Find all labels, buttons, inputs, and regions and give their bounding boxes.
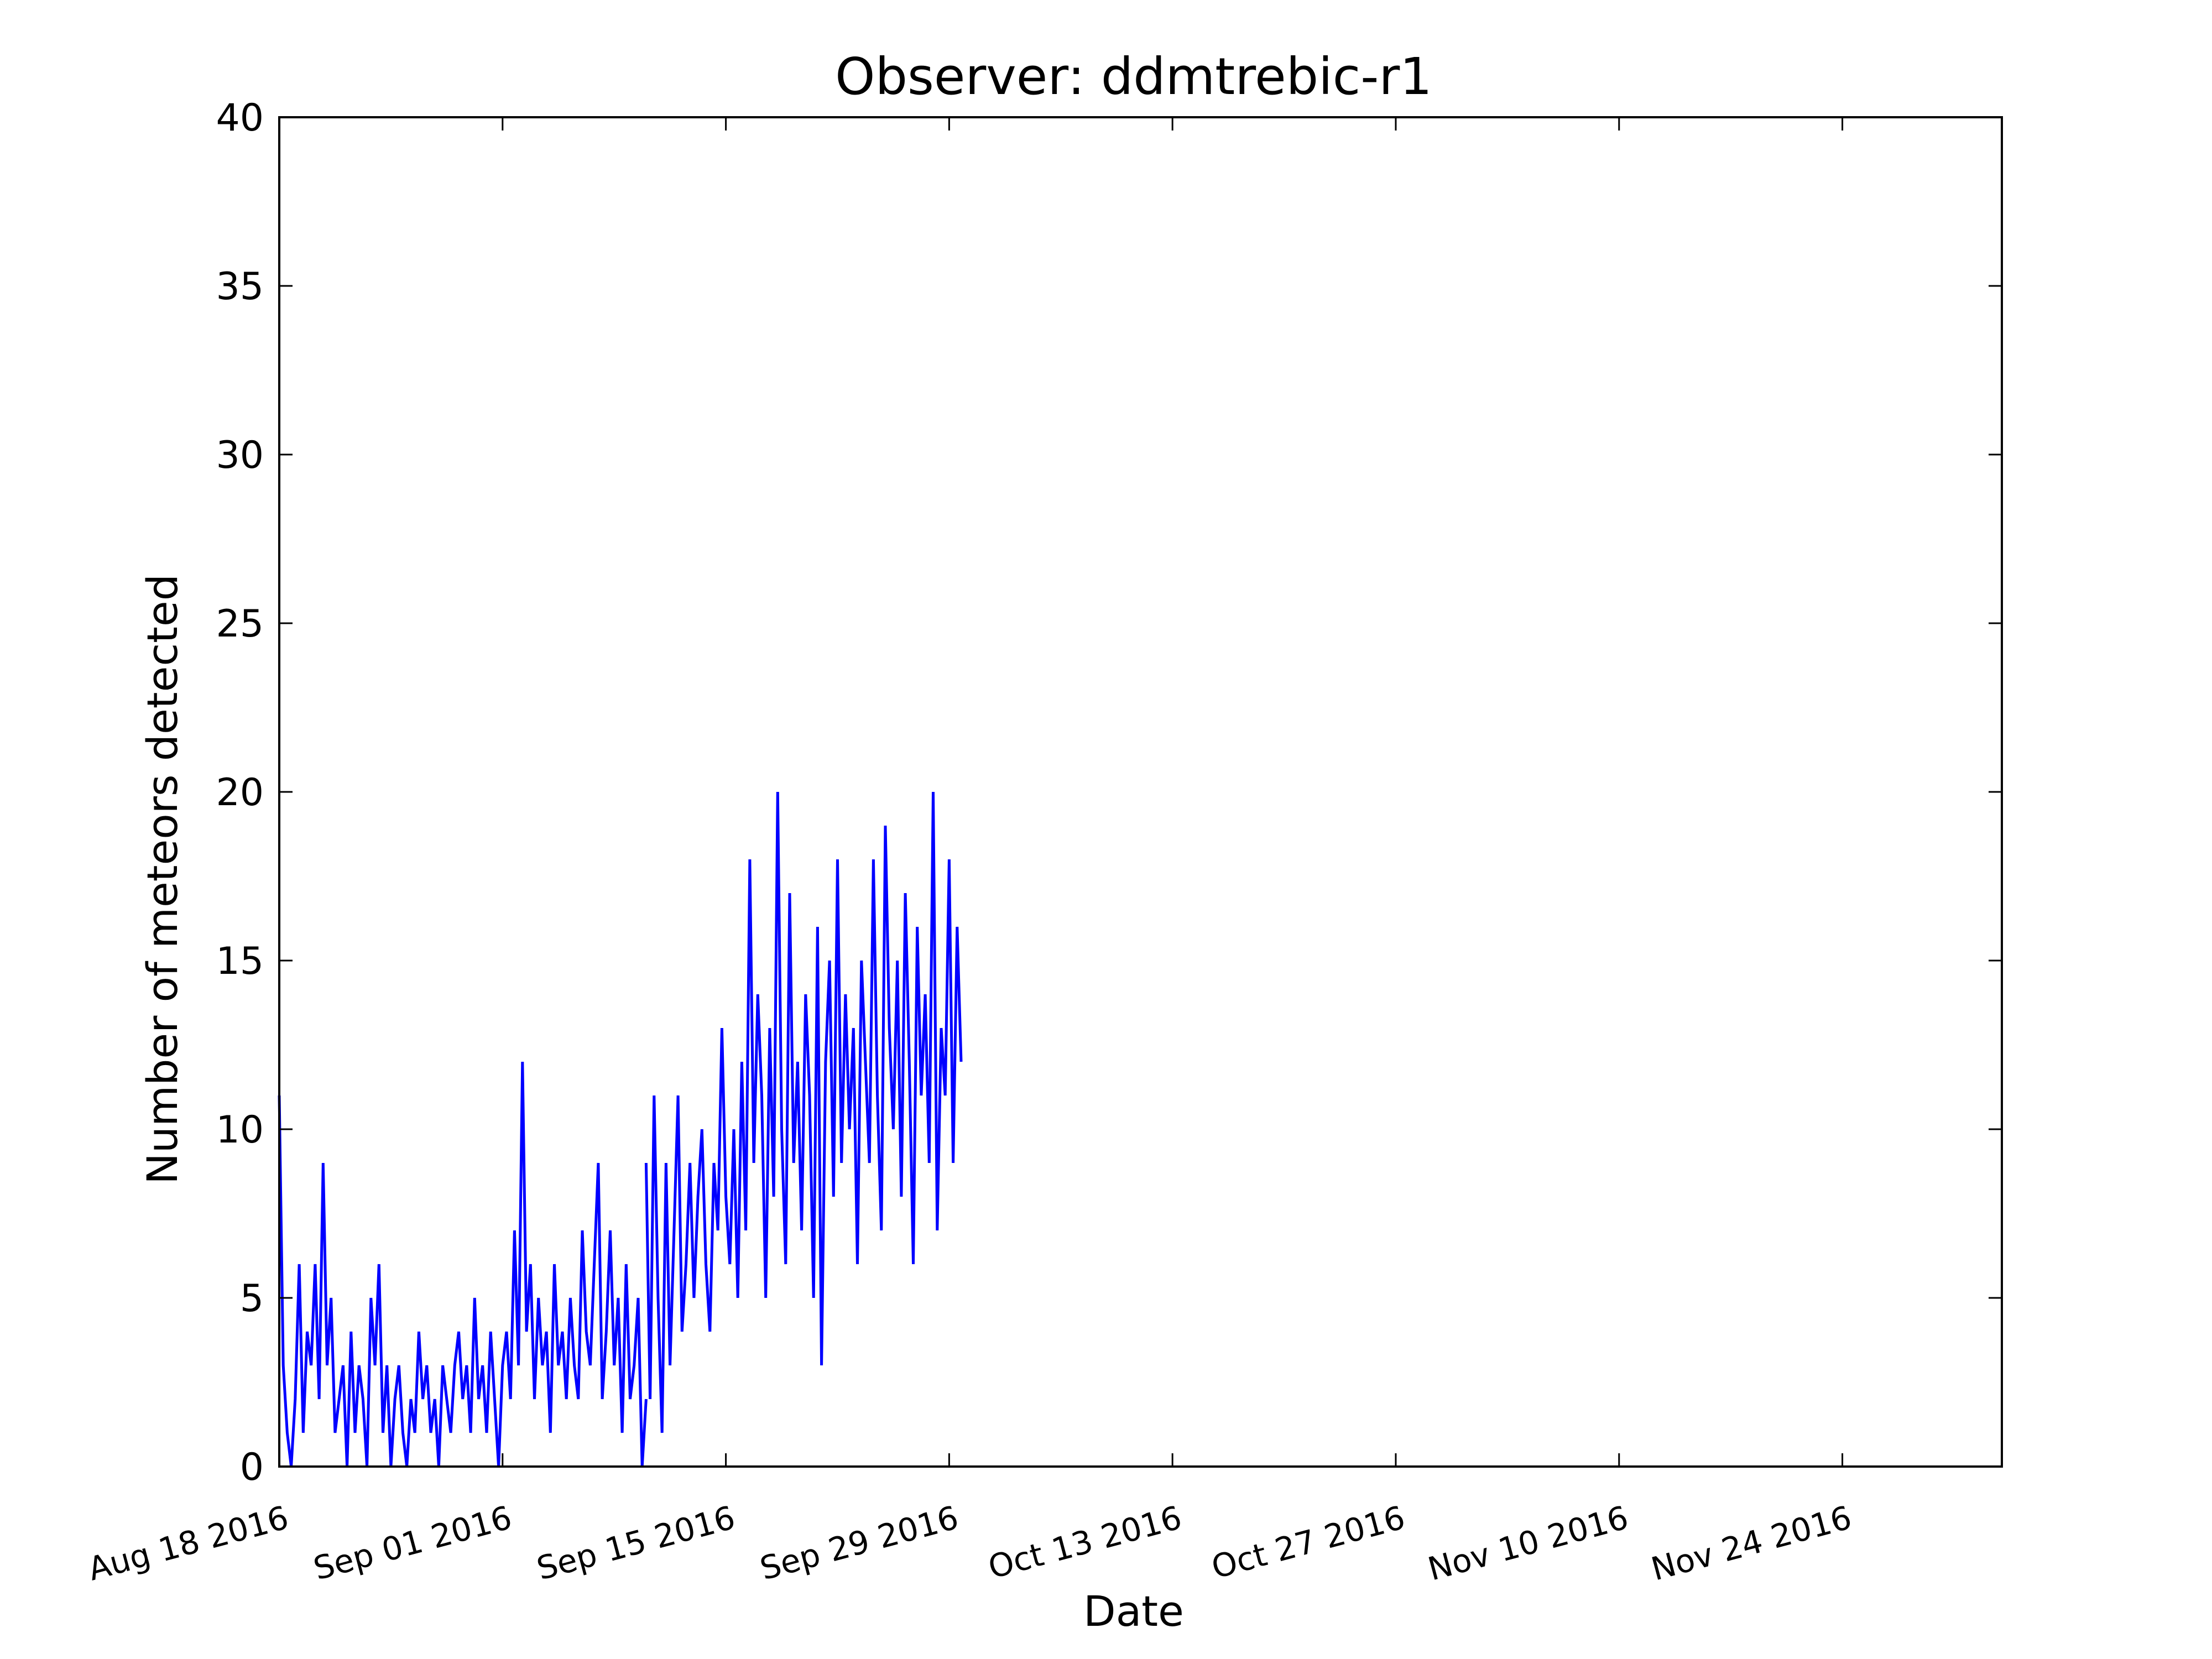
- y-tick-label: 0: [240, 1446, 264, 1489]
- y-axis-label: Number of meteors detected: [138, 574, 187, 1185]
- y-tick-label: 40: [216, 96, 264, 140]
- x-axis-label: Date: [1083, 1587, 1184, 1636]
- y-tick-label: 20: [216, 771, 264, 815]
- y-tick-label: 15: [216, 940, 264, 983]
- y-tick-label: 10: [216, 1108, 264, 1152]
- y-tick-label: 25: [216, 602, 264, 646]
- chart-title: Observer: ddmtrebic-r1: [835, 47, 1432, 106]
- y-tick-label: 30: [216, 434, 264, 477]
- series-line-segment-1: [278, 1061, 648, 1467]
- series-line-segment-2: [644, 791, 963, 1433]
- y-tick-label: 5: [240, 1277, 264, 1321]
- y-tick-label: 35: [216, 265, 264, 309]
